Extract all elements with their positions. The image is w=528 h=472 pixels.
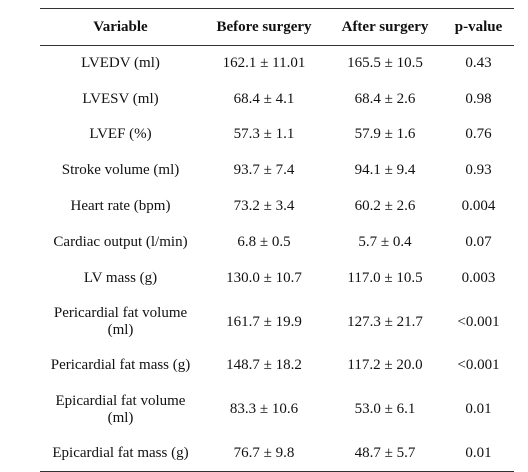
cell-variable: LV mass (g) <box>83 269 158 286</box>
header-p-value: p-value <box>443 8 514 46</box>
table-row: Epicardial fat mass (g) 76.7 ± 9.8 48.7 … <box>40 435 514 472</box>
cell-p-value: 0.07 <box>465 233 492 250</box>
cell-p-value: 0.98 <box>465 90 492 107</box>
cell-after: 48.7 ± 5.7 <box>327 435 443 472</box>
cell-before: 130.0 ± 10.7 <box>226 269 302 286</box>
table-row: LVEDV (ml) 162.1 ± 11.01 165.5 ± 10.5 0.… <box>40 46 514 82</box>
cell-p-value: 0.93 <box>465 162 492 179</box>
table-row: Stroke volume (ml) 93.7 ± 7.4 94.1 ± 9.4… <box>40 153 514 189</box>
cell-p-value: 0.004 <box>461 198 496 215</box>
cell-variable: Pericardial fat mass (g) <box>50 357 191 374</box>
results-table: Variable Before surgery After surgery p-… <box>40 8 514 472</box>
cell-after: 5.7 ± 0.4 <box>358 233 412 250</box>
cell-after: 60.2 ± 2.6 <box>354 198 416 215</box>
header-row: Variable Before surgery After surgery p-… <box>40 8 514 46</box>
cell-before: 162.1 ± 11.01 <box>222 55 306 72</box>
table-row: Pericardial fat mass (g) 148.7 ± 18.2 11… <box>40 348 514 384</box>
cell-before: 148.7 ± 18.2 <box>226 357 302 374</box>
table-row: Heart rate (bpm) 73.2 ± 3.4 60.2 ± 2.6 0… <box>40 189 514 225</box>
cell-p-value: <0.001 <box>457 313 500 330</box>
cell-before: 57.3 ± 1.1 <box>233 126 295 143</box>
table-row: LVESV (ml) 68.4 ± 4.1 68.4 ± 2.6 0.98 <box>40 81 514 117</box>
table-row: Pericardial fat volume (ml) 161.7 ± 19.9… <box>40 296 514 348</box>
cell-variable: LVEF (%) <box>89 126 152 143</box>
cell-after: 94.1 ± 9.4 <box>354 162 416 179</box>
cell-after: 68.4 ± 2.6 <box>354 90 416 107</box>
table-body: LVEDV (ml) 162.1 ± 11.01 165.5 ± 10.5 0.… <box>40 46 514 472</box>
cell-after: 57.9 ± 1.6 <box>354 126 416 143</box>
cell-p-value: 0.003 <box>461 269 496 286</box>
cell-before: 73.2 ± 3.4 <box>233 198 295 215</box>
table-row: Epicardial fat volume (ml) 83.3 ± 10.6 5… <box>40 384 514 436</box>
cell-after: 117.0 ± 10.5 <box>347 269 423 286</box>
cell-variable: Pericardial fat volume (ml) <box>53 305 188 339</box>
header-before-surgery: Before surgery <box>201 8 327 46</box>
cell-variable: Epicardial fat volume (ml) <box>55 392 186 426</box>
cell-after: 53.0 ± 6.1 <box>354 401 416 418</box>
header-variable: Variable <box>40 8 201 46</box>
cell-p-value: 0.43 <box>465 55 492 72</box>
cell-before: 6.8 ± 0.5 <box>237 233 291 250</box>
cell-variable: Cardiac output (l/min) <box>53 233 188 250</box>
header-after-surgery: After surgery <box>327 8 443 46</box>
cell-p-value: 0.01 <box>443 435 514 472</box>
table-header: Variable Before surgery After surgery p-… <box>40 8 514 46</box>
table-row: LVEF (%) 57.3 ± 1.1 57.9 ± 1.6 0.76 <box>40 117 514 153</box>
cell-before: 83.3 ± 10.6 <box>229 401 299 418</box>
cell-before: 161.7 ± 19.9 <box>226 313 302 330</box>
table-row: LV mass (g) 130.0 ± 10.7 117.0 ± 10.5 0.… <box>40 260 514 296</box>
cell-variable: Stroke volume (ml) <box>61 162 180 179</box>
cell-before: 76.7 ± 9.8 <box>201 435 327 472</box>
cell-variable: Epicardial fat mass (g) <box>40 435 201 472</box>
cell-before: 68.4 ± 4.1 <box>233 90 295 107</box>
cell-p-value: <0.001 <box>457 357 500 374</box>
cell-after: 127.3 ± 21.7 <box>347 313 423 330</box>
cell-p-value: 0.01 <box>465 401 492 418</box>
cell-before: 93.7 ± 7.4 <box>233 162 295 179</box>
cell-after: 165.5 ± 10.5 <box>347 55 423 72</box>
cell-after: 117.2 ± 20.0 <box>347 357 423 374</box>
table-row: Cardiac output (l/min) 6.8 ± 0.5 5.7 ± 0… <box>40 224 514 260</box>
cell-variable: LVESV (ml) <box>82 90 159 107</box>
cell-variable: Heart rate (bpm) <box>70 198 171 215</box>
cell-variable: LVEDV (ml) <box>81 55 160 72</box>
cell-p-value: 0.76 <box>465 126 492 143</box>
